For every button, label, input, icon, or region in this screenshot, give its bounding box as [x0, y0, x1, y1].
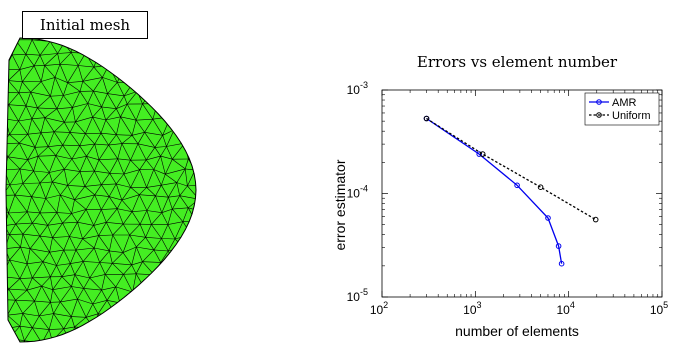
legend-label: AMR — [612, 97, 637, 109]
series-line-uniform — [426, 117, 597, 221]
mesh-domain — [6, 38, 196, 342]
series-point-uniform — [423, 115, 430, 122]
x-axis-label: number of elements — [455, 323, 579, 339]
legend-marker — [596, 99, 602, 105]
mesh-plot — [5, 37, 197, 343]
x-tick-label: 104 — [556, 300, 574, 317]
x-tick-label: 102 — [370, 300, 388, 317]
series-point-uniform — [537, 184, 544, 190]
series-line-amr — [426, 117, 563, 264]
y-tick-label: 10-4 — [347, 184, 368, 201]
y-axis-label: error estimator — [332, 159, 348, 250]
series-point-uniform — [592, 216, 599, 223]
series-point-amr — [476, 151, 482, 157]
legend-label: Uniform — [612, 110, 651, 122]
x-tick-label: 103 — [463, 300, 481, 317]
legend-box — [584, 92, 660, 126]
series-point-amr — [514, 182, 520, 189]
series-point-amr — [555, 243, 562, 249]
mesh-panel: Initial mesh — [0, 0, 200, 344]
series-point-amr — [558, 260, 565, 267]
error-chart: Errors vs element number 102 103 104 105 10-… — [332, 53, 669, 339]
series-point-uniform — [479, 151, 486, 157]
legend-marker — [596, 112, 602, 118]
y-tick-label: 10-5 — [347, 287, 368, 304]
mesh-boundary — [5, 37, 197, 343]
y-tick-label: 10-3 — [347, 80, 368, 97]
chart-title: Errors vs element number — [417, 53, 618, 71]
mesh-title: Initial mesh — [22, 11, 148, 39]
x-tick-label: 105 — [650, 300, 668, 317]
series-point-amr — [545, 215, 551, 221]
